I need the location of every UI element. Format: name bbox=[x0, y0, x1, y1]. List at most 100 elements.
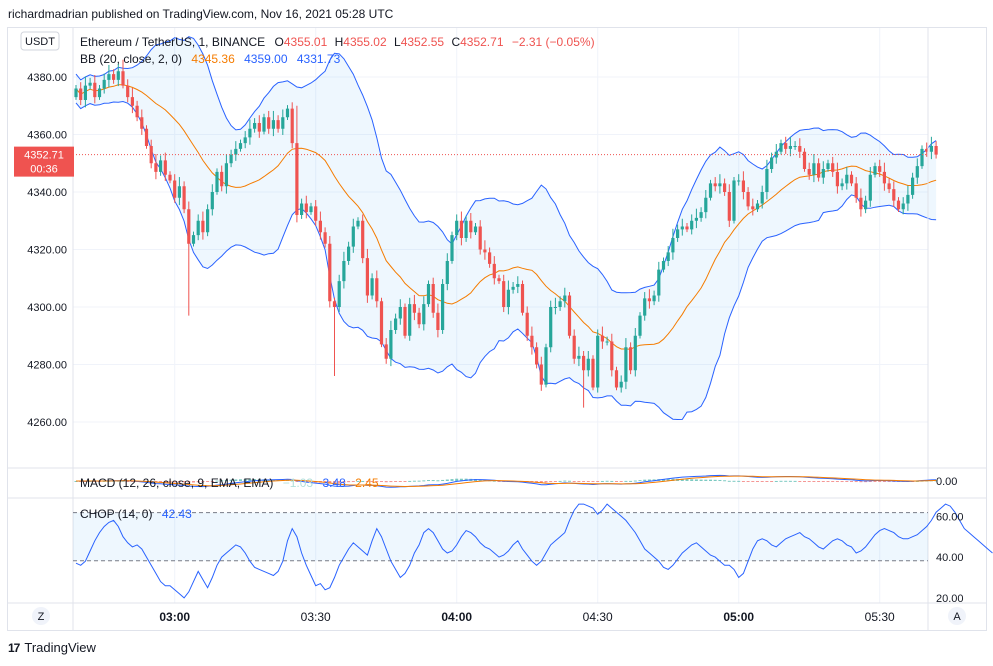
candle[interactable] bbox=[624, 347, 628, 382]
candle[interactable] bbox=[666, 252, 670, 261]
candle[interactable] bbox=[441, 284, 445, 330]
candle[interactable] bbox=[210, 192, 214, 210]
candle[interactable] bbox=[154, 163, 158, 172]
candle[interactable] bbox=[365, 258, 369, 296]
candle[interactable] bbox=[253, 123, 257, 129]
candle[interactable] bbox=[539, 364, 543, 385]
candle[interactable] bbox=[746, 192, 750, 207]
candle[interactable] bbox=[220, 171, 224, 187]
candle[interactable] bbox=[506, 289, 510, 307]
candle[interactable] bbox=[751, 206, 755, 210]
candle[interactable] bbox=[779, 143, 783, 152]
candle[interactable] bbox=[238, 143, 243, 149]
candle[interactable] bbox=[737, 180, 741, 182]
candle[interactable] bbox=[596, 335, 600, 388]
candle[interactable] bbox=[723, 183, 727, 192]
candle[interactable] bbox=[788, 146, 792, 149]
candle[interactable] bbox=[229, 154, 233, 164]
candle[interactable] bbox=[295, 143, 299, 215]
candle[interactable] bbox=[882, 171, 886, 184]
candle[interactable] bbox=[398, 307, 402, 319]
candle[interactable] bbox=[741, 180, 745, 193]
candle[interactable] bbox=[817, 163, 821, 178]
candle[interactable] bbox=[896, 200, 901, 210]
candle[interactable] bbox=[361, 220, 365, 259]
candle[interactable] bbox=[878, 166, 882, 172]
candle[interactable] bbox=[370, 278, 374, 296]
candle[interactable] bbox=[102, 79, 106, 89]
candle[interactable] bbox=[845, 174, 849, 184]
candle[interactable] bbox=[657, 269, 661, 296]
candle[interactable] bbox=[121, 71, 125, 86]
candle[interactable] bbox=[328, 243, 332, 302]
candle[interactable] bbox=[849, 174, 854, 184]
candle[interactable] bbox=[257, 123, 261, 132]
candle[interactable] bbox=[525, 312, 529, 336]
candle[interactable] bbox=[304, 203, 308, 213]
candle[interactable] bbox=[497, 278, 501, 282]
candle[interactable] bbox=[929, 146, 933, 152]
candle[interactable] bbox=[600, 335, 604, 342]
candle[interactable] bbox=[206, 209, 210, 233]
candle[interactable] bbox=[483, 249, 487, 253]
candle[interactable] bbox=[248, 128, 252, 138]
candle[interactable] bbox=[173, 180, 177, 198]
candle[interactable] bbox=[478, 226, 482, 250]
candle[interactable] bbox=[619, 381, 623, 388]
candle[interactable] bbox=[403, 307, 407, 336]
auto-zoom-button[interactable]: Z bbox=[32, 607, 50, 625]
candle[interactable] bbox=[934, 146, 938, 155]
candle[interactable] bbox=[629, 347, 633, 371]
auto-scale-button[interactable]: A bbox=[948, 607, 966, 625]
candle[interactable] bbox=[671, 238, 675, 253]
candle[interactable] bbox=[887, 183, 891, 190]
candle[interactable] bbox=[826, 163, 830, 169]
candle[interactable] bbox=[163, 160, 167, 175]
candle[interactable] bbox=[610, 341, 614, 371]
candle[interactable] bbox=[854, 183, 858, 198]
candle[interactable] bbox=[572, 335, 576, 359]
candle[interactable] bbox=[704, 197, 708, 213]
candle[interactable] bbox=[647, 298, 651, 302]
candle[interactable] bbox=[530, 335, 534, 348]
candle[interactable] bbox=[351, 226, 355, 247]
candle[interactable] bbox=[347, 246, 351, 261]
candle[interactable] bbox=[652, 295, 656, 302]
bb-legend[interactable]: BB (20, close, 2, 0) 4345.36 4359.00 433… bbox=[80, 52, 341, 66]
candle[interactable] bbox=[469, 220, 473, 233]
candle[interactable] bbox=[379, 301, 384, 345]
candle[interactable] bbox=[201, 220, 205, 233]
candle[interactable] bbox=[88, 82, 92, 86]
candle[interactable] bbox=[835, 171, 839, 187]
candle[interactable] bbox=[412, 304, 416, 313]
candle[interactable] bbox=[243, 137, 247, 144]
candle[interactable] bbox=[492, 263, 496, 279]
candle[interactable] bbox=[502, 281, 506, 307]
candle[interactable] bbox=[323, 232, 327, 244]
candle[interactable] bbox=[605, 341, 609, 343]
candle[interactable] bbox=[582, 355, 586, 371]
candle[interactable] bbox=[685, 226, 689, 230]
candle[interactable] bbox=[187, 209, 191, 244]
candle[interactable] bbox=[394, 318, 398, 331]
candle[interactable] bbox=[177, 186, 181, 198]
candle[interactable] bbox=[276, 120, 280, 129]
candle[interactable] bbox=[140, 117, 144, 129]
candle[interactable] bbox=[915, 166, 919, 178]
candle[interactable] bbox=[784, 143, 788, 149]
candle[interactable] bbox=[633, 335, 637, 371]
candle[interactable] bbox=[755, 203, 760, 210]
candle[interactable] bbox=[488, 252, 492, 264]
candle[interactable] bbox=[74, 88, 78, 98]
candle[interactable] bbox=[727, 192, 731, 221]
candle[interactable] bbox=[285, 108, 290, 118]
candle[interactable] bbox=[614, 370, 619, 388]
candle[interactable] bbox=[713, 183, 717, 187]
candle[interactable] bbox=[318, 220, 322, 233]
candle[interactable] bbox=[356, 220, 360, 227]
candle[interactable] bbox=[694, 217, 698, 221]
candle[interactable] bbox=[281, 117, 285, 129]
candle[interactable] bbox=[300, 203, 304, 216]
candle[interactable] bbox=[520, 284, 525, 313]
candle[interactable] bbox=[93, 82, 97, 98]
